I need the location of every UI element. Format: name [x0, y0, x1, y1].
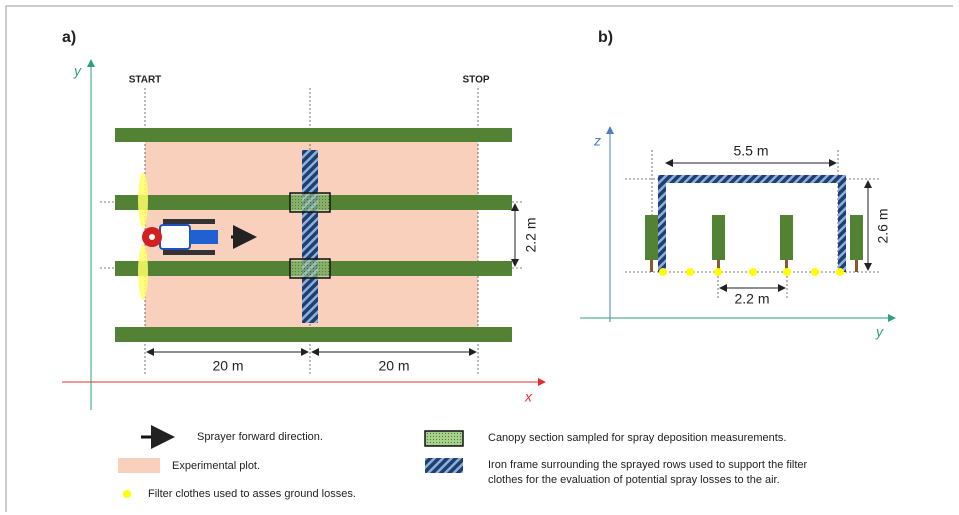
legend-text: Filter clothes used to asses ground loss… — [148, 488, 356, 500]
legend-text: Iron frame surrounding the sprayed rows … — [488, 459, 808, 471]
axis-label: y — [875, 324, 884, 340]
legend-plot — [118, 458, 160, 473]
figure: a) y x START STOP 2.2 m — [0, 0, 959, 515]
legend-frame — [425, 458, 463, 473]
legend-filter — [123, 490, 131, 498]
spray — [138, 172, 148, 228]
legend-text: Experimental plot. — [172, 460, 260, 472]
dimension-label: 5.5 m — [733, 143, 768, 159]
crop-row — [115, 128, 512, 142]
legend-canopy — [425, 431, 463, 446]
stop-label: STOP — [462, 75, 489, 86]
legend: Sprayer forward direction. Experimental … — [118, 431, 808, 500]
canopy-section — [290, 259, 330, 278]
axis-label: z — [593, 133, 601, 149]
legend-text: Sprayer forward direction. — [197, 431, 323, 443]
legend-text: Canopy section sampled for spray deposit… — [488, 432, 786, 444]
legend-text: clothes for the evaluation of potential … — [488, 474, 780, 486]
dimension-label: 2.2 m — [523, 217, 539, 252]
axis-label: y — [73, 63, 82, 79]
dimension-label: 2.6 m — [875, 208, 891, 243]
panel-b: b) z y 5.5 m 2.6 m 2.2 m — [580, 29, 895, 339]
iron-frame — [302, 150, 318, 323]
axis-label: x — [524, 389, 533, 405]
dimension-label: 20 m — [212, 358, 243, 374]
filter-clothes — [659, 268, 844, 276]
panel-label: a) — [62, 29, 76, 46]
dimension-label: 2.2 m — [734, 291, 769, 307]
canopy-section — [290, 193, 330, 212]
spray — [138, 244, 148, 300]
dimension-label: 20 m — [378, 358, 409, 374]
iron-frame — [658, 175, 846, 272]
panel-label: b) — [598, 29, 613, 46]
start-label: START — [129, 75, 162, 86]
panel-a: a) y x START STOP 2.2 m — [62, 29, 545, 410]
trees — [645, 215, 863, 272]
crop-row — [115, 327, 512, 342]
